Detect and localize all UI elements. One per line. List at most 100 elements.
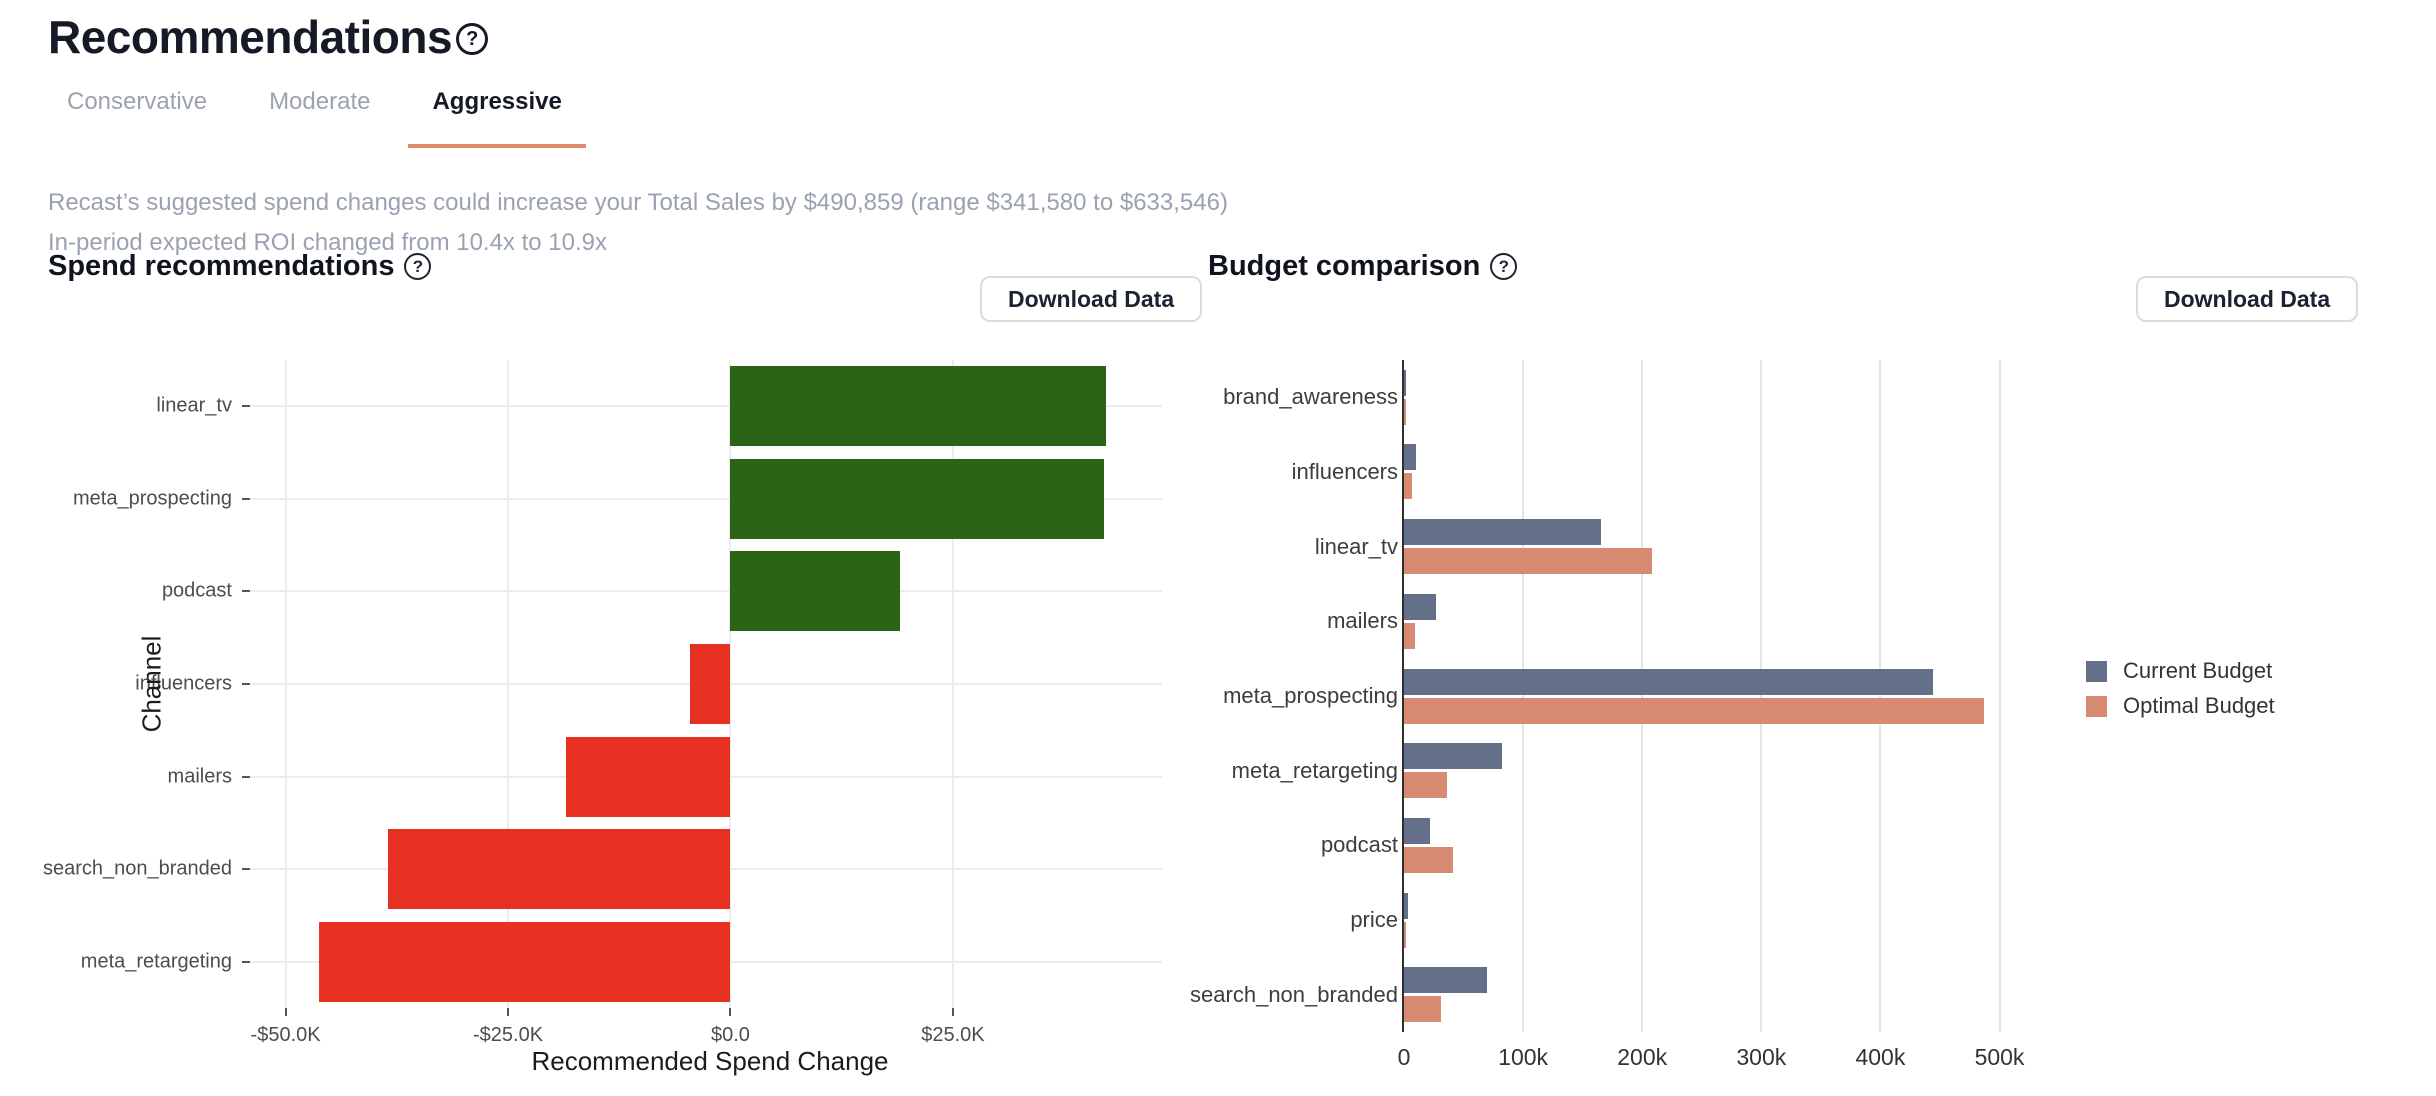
category-label-search_non_branded: search_non_branded <box>1190 981 1398 1007</box>
x-gridline <box>1760 360 1763 1032</box>
spend-panel-help-icon[interactable]: ? <box>404 253 432 280</box>
spend-bar-meta_retargeting <box>319 921 731 1002</box>
category-label-linear_tv: linear_tv <box>156 394 232 417</box>
y-axis-tick <box>242 497 250 500</box>
x-tick-label: 100k <box>1498 1044 1549 1070</box>
category-label-price: price <box>1350 907 1398 932</box>
y-axis-tick <box>242 775 250 778</box>
current-budget-swatch <box>2086 660 2107 682</box>
category-label-brand_awareness: brand_awareness <box>1223 384 1398 410</box>
current-budget-bar-meta_retargeting <box>1404 743 1502 770</box>
optimal-budget-bar-search_non_branded <box>1404 996 1441 1023</box>
y-axis-tick <box>242 683 250 685</box>
x-tick-label: 500k <box>1974 1044 2025 1070</box>
x-gridline <box>507 360 510 1008</box>
category-label-linear_tv: linear_tv <box>1314 533 1398 559</box>
x-tick-label: $0.0 <box>710 1024 750 1046</box>
budget-panel-title: Budget comparison ? <box>1208 250 1518 283</box>
page-title: Recommendations ? <box>48 10 489 64</box>
current-budget-bar-brand_awareness <box>1404 369 1407 396</box>
row-gridline <box>250 405 1162 408</box>
category-label-influencers: influencers <box>1291 459 1398 484</box>
page-title-help-icon[interactable]: ? <box>456 23 489 55</box>
spend-panel-title: Spend recommendations ? <box>48 250 432 283</box>
tab-conservative[interactable]: Conservative <box>67 88 208 115</box>
optimal-budget-bar-mailers <box>1404 622 1415 649</box>
y-axis-tick <box>242 590 250 593</box>
x-gridline <box>284 360 287 1008</box>
current-budget-bar-price <box>1404 892 1408 919</box>
y-axis-tick <box>242 405 250 408</box>
budget-chart-legend: Current Budget Optimal Budget <box>2086 658 2275 719</box>
optimal-budget-swatch <box>2086 695 2107 717</box>
x-tick-label: $25.0K <box>921 1024 985 1046</box>
current-budget-label: Current Budget <box>2123 658 2273 683</box>
category-label-meta_prospecting: meta_prospecting <box>1223 683 1398 708</box>
row-gridline <box>250 497 1162 500</box>
x-gridline <box>951 360 954 1008</box>
x-axis-tick <box>729 1008 732 1016</box>
category-label-search_non_branded: search_non_branded <box>42 857 232 880</box>
category-label-influencers: influencers <box>135 672 232 695</box>
tab-aggressive[interactable]: Aggressive <box>408 82 586 148</box>
x-tick-label: -$50.0K <box>250 1024 321 1046</box>
x-axis-tick <box>951 1008 954 1016</box>
x-tick-label: 300k <box>1736 1044 1787 1070</box>
category-label-podcast: podcast <box>161 579 232 602</box>
spend-chart-y-axis-title: Channel <box>136 635 167 733</box>
spend-chart-x-axis-title: Recommended Spend Change <box>531 1046 889 1076</box>
row-gridline <box>250 590 1162 593</box>
y-axis-tick <box>242 868 250 871</box>
spend-panel-title-text: Spend recommendations <box>48 250 395 282</box>
x-tick-label: -$25.0K <box>472 1024 544 1046</box>
x-axis-tick <box>284 1008 287 1016</box>
x-gridline <box>1998 360 2001 1032</box>
x-gridline <box>1522 360 1525 1032</box>
budget-panel-help-icon[interactable]: ? <box>1490 253 1518 280</box>
y-axis-tick <box>242 960 250 963</box>
x-axis-tick <box>507 1008 510 1016</box>
category-label-mailers: mailers <box>1327 608 1398 634</box>
legend-row-current-budget: Current Budget <box>2086 658 2275 684</box>
category-label-meta_retargeting: meta_retargeting <box>1231 757 1398 783</box>
spend-bar-linear_tv <box>730 366 1106 447</box>
spend-bar-podcast <box>730 551 900 632</box>
category-label-mailers: mailers <box>167 765 232 788</box>
optimal-budget-label: Optimal Budget <box>2123 693 2275 718</box>
spend-bar-search_non_branded <box>387 829 731 910</box>
scenario-tabs: Conservative Moderate Aggressive <box>43 82 586 148</box>
x-tick-label: 0 <box>1397 1044 1411 1070</box>
summary-text: Recast’s suggested spend changes could i… <box>48 183 1228 263</box>
current-budget-bar-mailers <box>1404 593 1437 620</box>
x-tick-label: 400k <box>1855 1044 1906 1070</box>
budget-panel-title-text: Budget comparison <box>1208 250 1481 282</box>
x-tick-label: 200k <box>1617 1044 1668 1070</box>
spend-bar-mailers <box>565 736 731 817</box>
category-label-meta_prospecting: meta_prospecting <box>73 487 232 510</box>
optimal-budget-bar-podcast <box>1404 846 1454 873</box>
budget-download-data-button[interactable]: Download Data <box>2136 276 2359 322</box>
summary-line-1: Recast’s suggested spend changes could i… <box>48 189 1228 216</box>
page-title-text: Recommendations <box>48 11 453 63</box>
tab-moderate[interactable]: Moderate <box>269 88 371 115</box>
x-gridline <box>1879 360 1882 1032</box>
spend-download-data-button[interactable]: Download Data <box>980 276 1203 322</box>
current-budget-bar-search_non_branded <box>1404 967 1488 994</box>
optimal-budget-bar-price <box>1404 921 1407 948</box>
optimal-budget-bar-brand_awareness <box>1404 398 1406 425</box>
optimal-budget-bar-linear_tv <box>1404 548 1652 575</box>
x-gridline <box>729 360 732 1008</box>
category-label-podcast: podcast <box>1320 832 1398 858</box>
legend-row-optimal-budget: Optimal Budget <box>2086 693 2275 719</box>
optimal-budget-bar-meta_retargeting <box>1404 772 1447 799</box>
current-budget-bar-influencers <box>1404 444 1416 471</box>
spend-bar-meta_prospecting <box>730 458 1105 539</box>
summary-line-2: In-period expected ROI changed from 10.4… <box>48 229 607 256</box>
current-budget-bar-podcast <box>1404 817 1431 844</box>
optimal-budget-bar-influencers <box>1404 473 1412 500</box>
x-gridline <box>1641 360 1644 1032</box>
spend-bar-influencers <box>690 644 731 724</box>
